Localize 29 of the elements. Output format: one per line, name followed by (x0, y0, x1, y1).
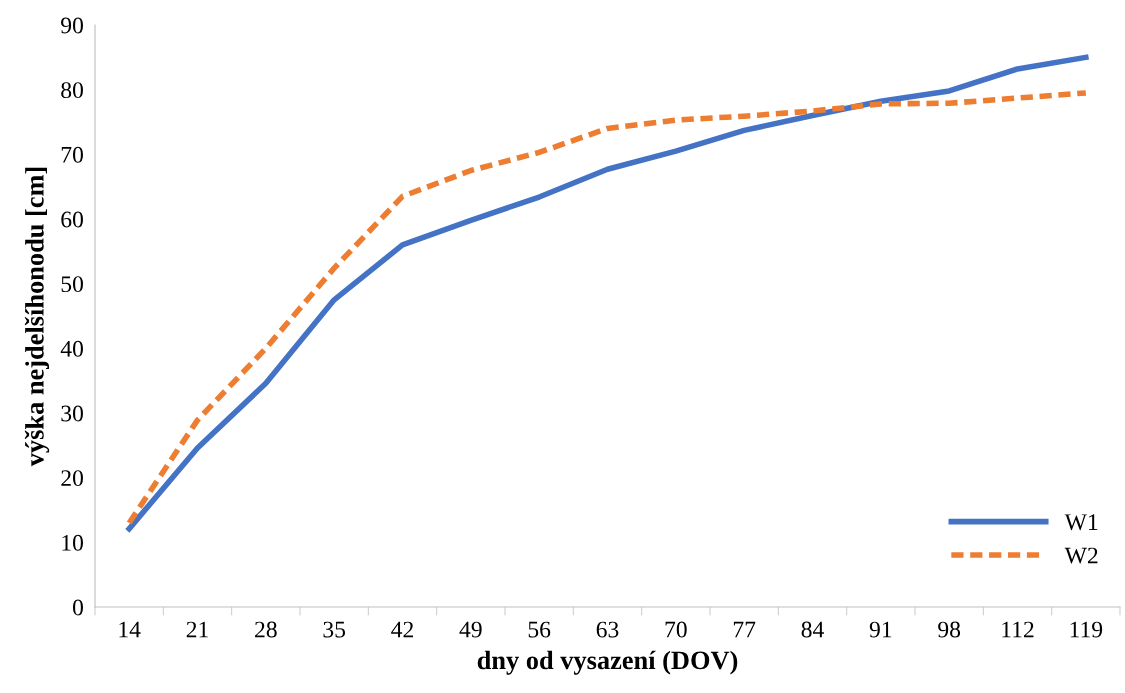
y-tick-label: 20 (61, 470, 83, 487)
x-tick-label: 98 (938, 621, 961, 638)
y-tick-label: 30 (61, 405, 83, 422)
x-axis-title: dny od vysazení (DOV) (477, 650, 738, 675)
x-tick-label: 77 (733, 621, 756, 638)
y-tick-label: 90 (61, 17, 83, 34)
x-tick-label: 21 (186, 621, 208, 638)
x-tick-label: 70 (665, 621, 687, 638)
y-tick-label: 40 (60, 340, 83, 357)
y-tick-label: 80 (61, 82, 83, 99)
x-tick-label: 56 (528, 621, 551, 638)
legend-label: W2 (1064, 547, 1098, 564)
y-tick-label: 70 (61, 146, 83, 163)
y-tick-label: 10 (62, 534, 83, 551)
legend-label: W1 (1064, 514, 1098, 531)
y-tick-label: 0 (72, 599, 83, 616)
y-tick-label: 50 (61, 276, 83, 293)
x-tick-label: 28 (255, 621, 277, 638)
x-tick-label: 119 (1070, 621, 1103, 638)
x-tick-label: 42 (391, 621, 413, 638)
x-tick-label: 63 (596, 621, 619, 638)
x-tick-label: 112 (1002, 621, 1034, 638)
y-tick-label: 60 (61, 211, 83, 228)
x-tick-label: 49 (459, 621, 482, 638)
y-axis-title: výška nejdelšíhonodu [cm] (24, 167, 50, 467)
x-tick-label: 35 (323, 621, 346, 638)
x-tick-label: 14 (119, 621, 141, 638)
x-tick-label: 84 (801, 621, 824, 638)
x-tick-label: 91 (869, 621, 892, 638)
